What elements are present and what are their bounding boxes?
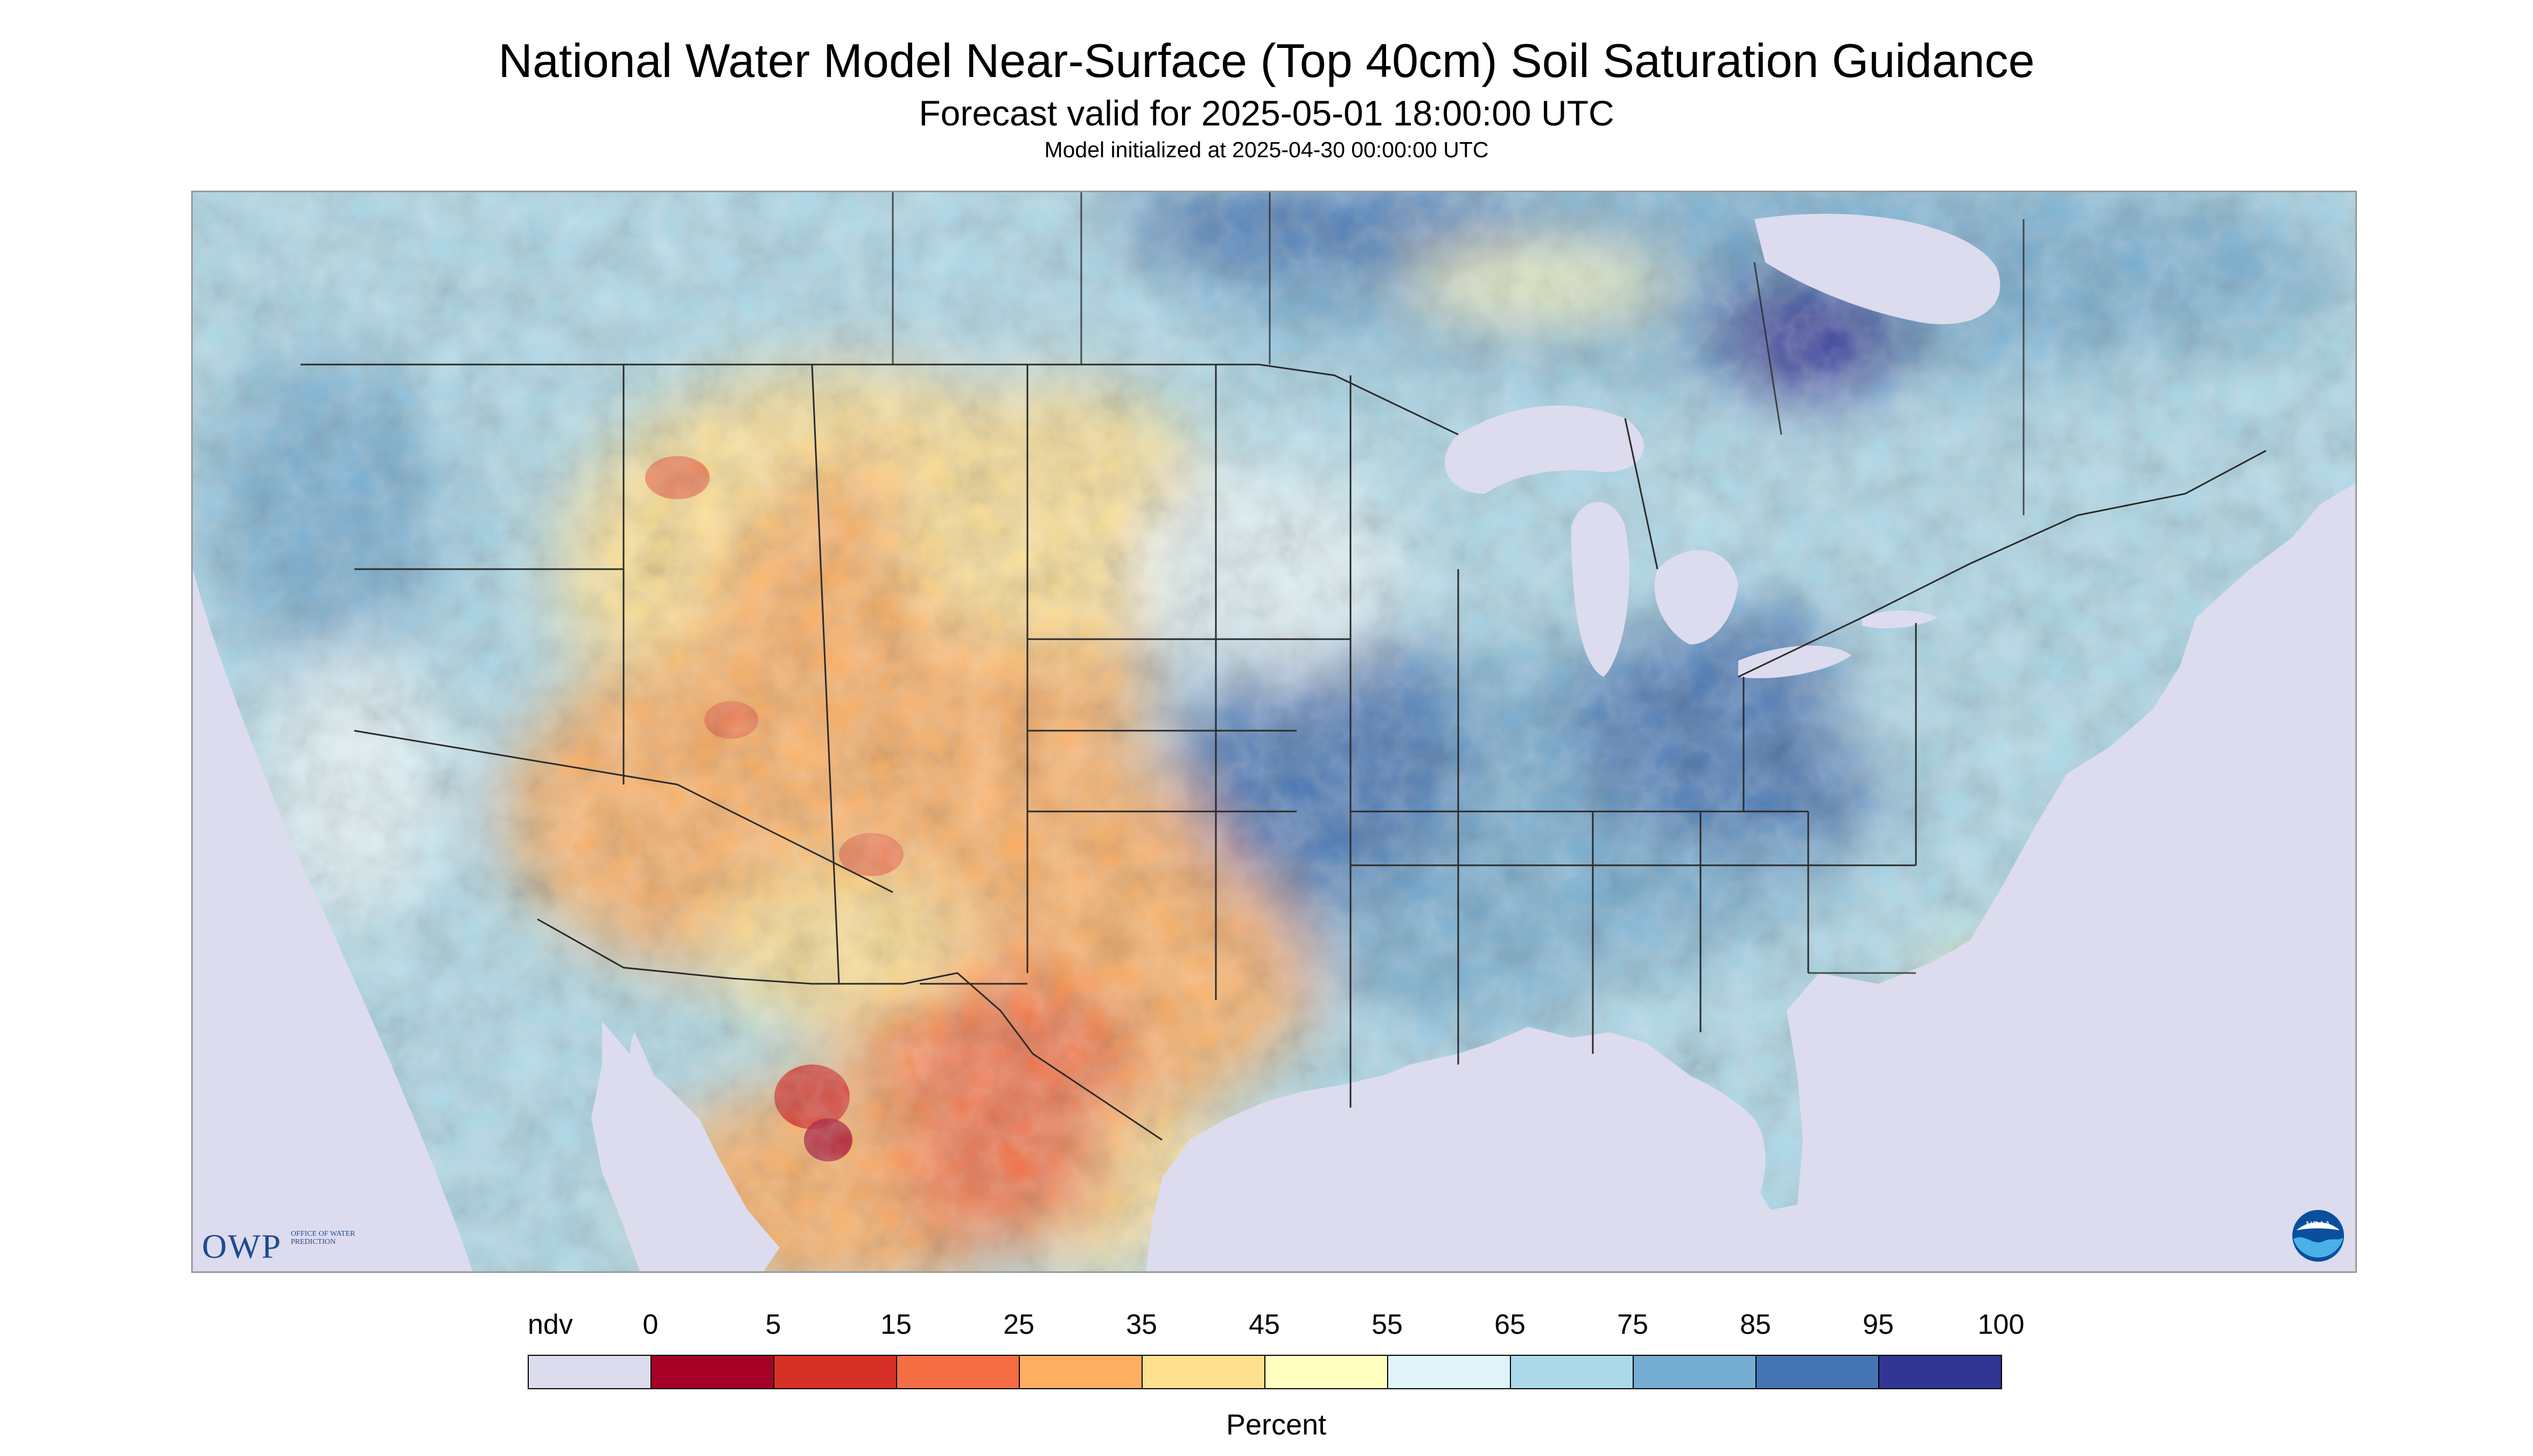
legend-swatch [1142, 1355, 1265, 1389]
saturation-field [193, 192, 2355, 1271]
legend-swatch [1633, 1355, 1757, 1389]
legend-label: 55 [1372, 1309, 1403, 1340]
legend-label: ndv [528, 1309, 573, 1340]
hudson-bay [1754, 214, 2000, 325]
soil-saturation-map [191, 191, 2357, 1273]
legend-swatch [528, 1355, 652, 1389]
legend-label: 75 [1617, 1309, 1648, 1340]
legend-swatch [650, 1355, 774, 1389]
legend-swatch [1019, 1355, 1143, 1389]
model-init-time: Model initialized at 2025-04-30 00:00:00… [1044, 137, 1489, 162]
legend-label: 5 [765, 1309, 781, 1340]
legend-swatch [1510, 1355, 1634, 1389]
lake-ontario [1862, 610, 1937, 628]
legend-label: 25 [1003, 1309, 1034, 1340]
legend-swatch [1387, 1355, 1511, 1389]
noaa-logo-text: NOAA [2306, 1220, 2331, 1229]
legend-label: 95 [1863, 1309, 1894, 1340]
gulf-of-california [629, 1032, 737, 1271]
us-canada-border-east [1624, 418, 2266, 678]
water-bodies [193, 214, 2355, 1271]
color-legend: ndv 0 5 15 25 35 45 55 65 75 85 95 100 Percent [528, 1308, 2025, 1448]
legend-label: 45 [1249, 1309, 1280, 1340]
legend-label: 100 [1977, 1309, 2025, 1340]
lake-michigan [1571, 502, 1629, 677]
us-mexico-border [537, 918, 1163, 1141]
legend-swatch [896, 1355, 1020, 1389]
legend-swatch [1264, 1355, 1388, 1389]
legend-label: 65 [1494, 1309, 1526, 1340]
legend-label: 15 [880, 1309, 912, 1340]
owp-logo-letters: OWP [202, 1227, 282, 1265]
legend-unit: Percent [1226, 1409, 1327, 1441]
map-title: National Water Model Near-Surface (Top 4… [498, 34, 2035, 87]
legend-swatch [773, 1355, 897, 1389]
political-borders [300, 192, 2266, 1141]
legend-label: 35 [1126, 1309, 1157, 1340]
lake-erie [1738, 645, 1851, 678]
lake-huron [1654, 550, 1738, 645]
map-canvas [193, 192, 2355, 1271]
forecast-valid-time: Forecast valid for 2025-05-01 18:00:00 U… [919, 93, 1614, 133]
owp-logo-text: OFFICE OF WATER PREDICTION [291, 1230, 355, 1246]
us-canada-border [300, 363, 1459, 436]
owp-logo: OWP OFFICE OF WATER PREDICTION [202, 1227, 380, 1265]
lake-superior [1445, 405, 1644, 494]
gulf-of-mexico [1162, 1049, 1766, 1271]
noaa-logo: NOAA [2292, 1210, 2344, 1262]
legend-swatch [1878, 1355, 2002, 1389]
legend-swatch [1755, 1355, 1879, 1389]
legend-label: 85 [1740, 1309, 1771, 1340]
legend-label: 0 [642, 1309, 659, 1340]
